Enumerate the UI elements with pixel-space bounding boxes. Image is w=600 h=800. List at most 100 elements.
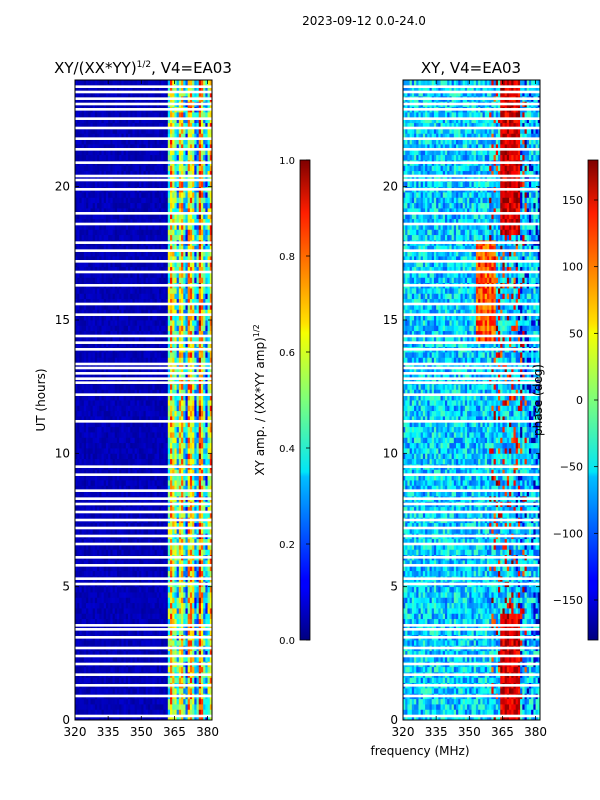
amplitude-cell: [128, 592, 131, 598]
amplitude-cell: [205, 714, 208, 720]
amplitude-cell: [167, 624, 171, 630]
amplitude-cell: [172, 709, 175, 716]
amplitude-cell: [187, 373, 191, 380]
amplitude-cell: [194, 570, 197, 577]
amplitude-cell: [108, 549, 111, 556]
amplitude-cell: [178, 597, 182, 604]
amplitude-cell: [94, 608, 98, 614]
amplitude-cell: [181, 416, 184, 422]
amplitude-cell: [178, 570, 182, 577]
amplitude-cell: [114, 485, 118, 492]
amplitude-cell: [158, 341, 162, 348]
amplitude-cell: [75, 368, 78, 374]
amplitude-cell: [203, 341, 206, 348]
amplitude-cell: [92, 448, 96, 454]
amplitude-cell: [110, 624, 113, 630]
amplitude-cell: [161, 293, 164, 300]
amplitude-cell: [158, 506, 162, 513]
amplitude-cell: [158, 314, 162, 321]
amplitude-cell: [81, 309, 85, 316]
amplitude-cell: [176, 485, 180, 492]
amplitude-cell: [119, 528, 122, 534]
amplitude-cell: [114, 640, 118, 646]
amplitude-cell: [112, 384, 116, 390]
amplitude-cell: [196, 437, 200, 444]
amplitude-cell: [139, 341, 142, 348]
amplitude-cell: [152, 608, 155, 614]
amplitude-cell: [198, 373, 202, 380]
amplitude-cell: [209, 330, 212, 337]
amplitude-cell: [136, 437, 140, 444]
amplitude-cell: [165, 320, 169, 326]
amplitude-cell: [150, 522, 153, 529]
amplitude-cell: [198, 602, 202, 609]
amplitude-cell: [77, 629, 80, 636]
amplitude-cell: [86, 330, 89, 337]
amplitude-cell: [189, 512, 193, 518]
amplitude-cell: [203, 448, 206, 454]
amplitude-cell: [178, 469, 182, 476]
amplitude-cell: [94, 389, 98, 396]
amplitude-cell: [86, 570, 89, 577]
amplitude-cell: [176, 469, 180, 476]
amplitude-cell: [108, 618, 111, 625]
amplitude-cell: [101, 320, 105, 326]
amplitude-cell: [209, 448, 212, 454]
amplitude-cell: [136, 528, 140, 534]
amplitude-cell: [172, 565, 175, 572]
amplitude-cell: [192, 437, 195, 444]
amplitude-cell: [192, 677, 195, 684]
amplitude-cell: [116, 629, 120, 636]
amplitude-cell: [114, 592, 118, 598]
amplitude-cell: [183, 640, 186, 646]
amplitude-cell: [125, 704, 129, 710]
amplitude-cell: [198, 586, 202, 593]
amplitude-cell: [79, 336, 83, 342]
amplitude-cell: [198, 506, 202, 513]
amplitude-cell: [198, 474, 202, 481]
amplitude-cell: [97, 325, 100, 332]
amplitude-cell: [192, 485, 195, 492]
amplitude-cell: [185, 597, 189, 604]
amplitude-cell: [196, 677, 200, 684]
amplitude-cell: [119, 538, 122, 545]
amplitude-cell: [165, 490, 169, 497]
amplitude-cell: [105, 698, 109, 705]
amplitude-cell: [77, 698, 80, 705]
amplitude-cell: [200, 336, 204, 342]
amplitude-cell: [128, 416, 131, 422]
amplitude-cell: [189, 373, 193, 380]
amplitude-cell: [170, 480, 173, 486]
amplitude-cell: [83, 426, 87, 433]
amplitude-cell: [150, 528, 153, 534]
amplitude-cell: [92, 608, 96, 614]
amplitude-cell: [86, 448, 89, 454]
amplitude-cell: [134, 298, 138, 305]
amplitude-cell: [185, 437, 189, 444]
amplitude-cell: [81, 469, 85, 476]
amplitude-cell: [189, 544, 193, 550]
amplitude-cell: [192, 309, 195, 316]
amplitude-cell: [192, 688, 195, 694]
amplitude-cell: [103, 677, 107, 684]
amplitude-cell: [123, 688, 127, 694]
amplitude-cell: [86, 629, 89, 636]
amplitude-cell: [90, 586, 94, 593]
amplitude-cell: [209, 474, 212, 481]
amplitude-cell: [198, 592, 202, 598]
amplitude-cell: [194, 688, 197, 694]
amplitude-cell: [163, 512, 166, 518]
amplitude-cell: [92, 330, 96, 337]
amplitude-cell: [132, 394, 136, 401]
amplitude-cell: [136, 650, 140, 657]
amplitude-cell: [185, 357, 189, 364]
amplitude-cell: [207, 618, 211, 625]
amplitude-cell: [200, 384, 204, 390]
amplitude-cell: [101, 522, 105, 529]
amplitude-cell: [143, 309, 147, 316]
amplitude-cell: [200, 586, 204, 593]
amplitude-cell: [105, 304, 109, 310]
amplitude-cell: [205, 608, 208, 614]
amplitude-cell: [196, 304, 200, 310]
amplitude-cell: [203, 506, 206, 513]
